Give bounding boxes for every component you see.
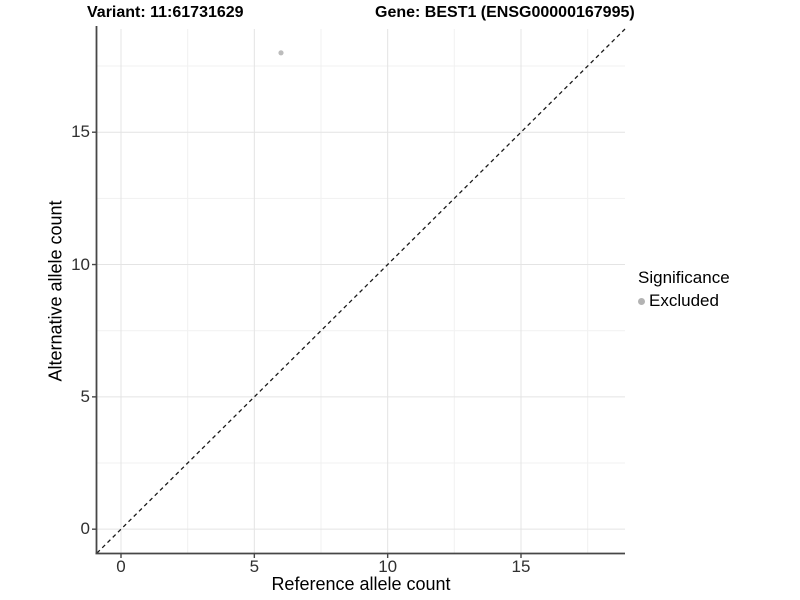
x-tick-label-0: 0 <box>116 557 126 576</box>
legend-item-excluded: Excluded <box>638 291 730 311</box>
y-tick-label-5: 5 <box>80 386 90 406</box>
legend: Significance Excluded <box>638 268 730 311</box>
y-axis-title: Alternative allele count <box>45 200 66 382</box>
excluded-point-icon <box>638 297 645 305</box>
legend-title: Significance <box>638 268 730 287</box>
x-tick-label-10: 10 <box>378 557 398 576</box>
plot-title-variant: Variant: 11:61731629 <box>87 4 244 21</box>
plot-title-gene: Gene: BEST1 (ENSG00000167995) <box>375 4 635 21</box>
y-tick-label-10: 10 <box>71 254 90 274</box>
y-tick-label-0: 0 <box>80 519 90 539</box>
identity-dashed-line <box>96 28 626 554</box>
data-point-excluded <box>278 50 284 56</box>
x-tick-label-15: 15 <box>511 557 531 576</box>
x-axis-title: Reference allele count <box>271 574 451 594</box>
y-tick-label-15: 15 <box>71 122 90 142</box>
legend-item-label: Excluded <box>649 291 719 310</box>
x-tick-label-5: 5 <box>249 557 260 576</box>
